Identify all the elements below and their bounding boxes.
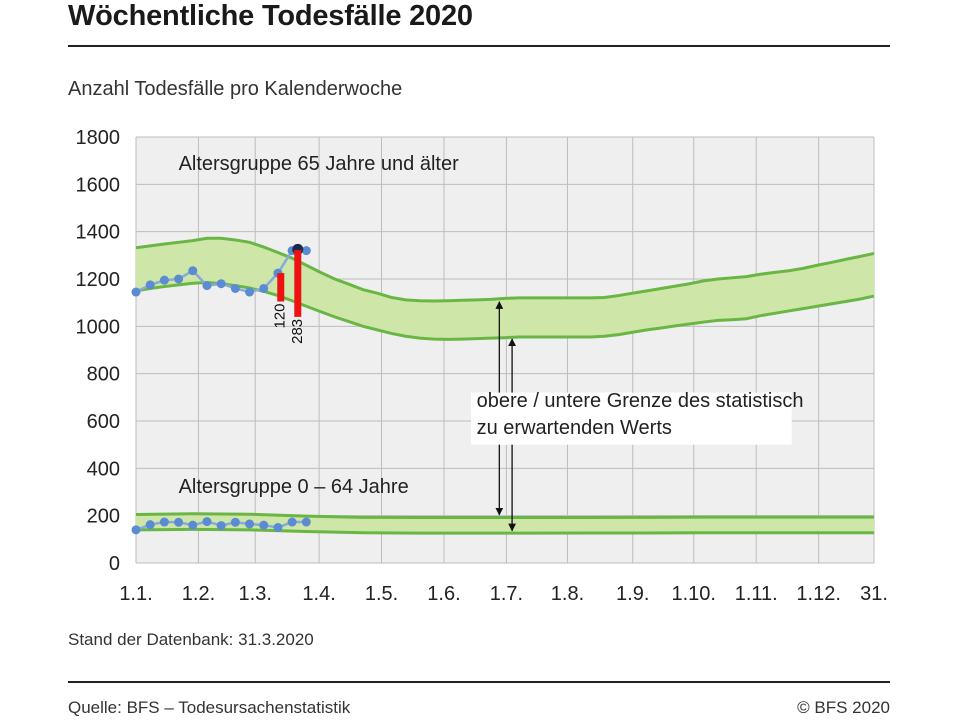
- annotation-text: Altersgruppe 0 – 64 Jahre: [179, 476, 409, 498]
- chart-title: Wöchentliche Todesfälle 2020: [68, 0, 473, 32]
- observed-point: [259, 283, 269, 293]
- database-date: Stand der Datenbank: 31.3.2020: [68, 630, 314, 649]
- x-axis-labels: 1.1. 1.2. 1.3. 1.4. 1.5. 1.6. 1.7. 1.8. 1.9. 1.10…: [119, 583, 888, 605]
- y-tick-label: 600: [87, 411, 120, 433]
- footer-rule: [68, 681, 890, 683]
- y-tick-label: 1000: [76, 316, 121, 338]
- annotation-text: zu erwartenden Werts: [477, 417, 672, 439]
- expected-band-area: [136, 238, 874, 340]
- observed-point: [202, 281, 212, 291]
- observed-point: [159, 517, 169, 527]
- y-tick-label: 0: [109, 553, 120, 575]
- annotation-text: obere / untere Grenze des statistisch: [477, 390, 804, 412]
- x-tick-label: 1.9.: [616, 583, 649, 605]
- y-tick-label: 1200: [76, 269, 121, 291]
- chart-subtitle: Anzahl Todesfälle pro Kalenderwoche: [68, 78, 403, 100]
- y-axis-labels: 0 200 400 600 800 1000 1200 1400 1600 1800: [76, 127, 121, 575]
- y-tick-label: 1400: [76, 222, 121, 244]
- observed-point: [216, 521, 226, 531]
- observed-point: [259, 520, 269, 530]
- x-tick-label: 1.7.: [490, 583, 523, 605]
- x-tick-label: 1.10.: [672, 583, 716, 605]
- y-tick-label: 200: [87, 506, 120, 528]
- excess-bar-label: 120: [272, 303, 289, 328]
- excess-bar: [294, 250, 302, 317]
- x-tick-label: 31.: [860, 583, 888, 605]
- y-tick-label: 800: [87, 364, 120, 386]
- observed-point: [301, 246, 311, 256]
- y-tick-label: 400: [87, 458, 120, 480]
- x-tick-label: 1.1.: [119, 583, 152, 605]
- observed-point: [273, 523, 283, 532]
- source-note: Quelle: BFS – Todesursachenstatistik: [68, 698, 351, 717]
- observed-point: [301, 517, 311, 527]
- x-tick-label: 1.2.: [182, 583, 215, 605]
- observed-point: [131, 287, 141, 297]
- excess-bar-label: 283: [289, 319, 306, 344]
- x-tick-label: 1.3.: [239, 583, 272, 605]
- expected-upper-line: [135, 512, 874, 520]
- observed-point: [174, 274, 184, 284]
- observed-point: [230, 283, 240, 293]
- observed-point: [188, 266, 198, 276]
- observed-point: [245, 519, 255, 529]
- y-tick-label: 1800: [76, 127, 121, 149]
- expected-lower-line: [135, 527, 874, 535]
- observed-point: [230, 517, 240, 527]
- observed-point: [287, 517, 297, 527]
- observed-point: [145, 520, 155, 530]
- x-tick-label: 1.12.: [796, 583, 840, 605]
- x-tick-label: 1.8.: [551, 583, 584, 605]
- x-tick-label: 1.11.: [735, 583, 778, 605]
- annotation-box-group: [470, 392, 792, 445]
- y-tick-label: 1600: [76, 174, 121, 196]
- plot-background: [136, 137, 874, 563]
- excess-bar: [277, 273, 285, 302]
- observed-point: [245, 287, 255, 297]
- annotation-box: [470, 392, 792, 445]
- x-tick-label: 1.6.: [427, 583, 460, 605]
- observed-point: [216, 279, 226, 289]
- annotation-text: Altersgruppe 65 Jahre und älter: [179, 153, 460, 175]
- observed-point: [159, 275, 169, 285]
- x-tick-label: 1.5.: [365, 583, 398, 605]
- observed-point: [145, 280, 155, 290]
- observed-point: [188, 520, 198, 530]
- observed-point: [202, 517, 212, 527]
- copyright-note: © BFS 2020: [797, 698, 890, 717]
- observed-point: [131, 525, 141, 535]
- expected-upper-line: [135, 236, 875, 303]
- observed-point: [174, 517, 184, 527]
- chart-annotations: Altersgruppe 65 Jahre und älter Altersgru…: [179, 153, 804, 498]
- title-rule: [68, 45, 890, 47]
- x-tick-label: 1.4.: [302, 583, 335, 605]
